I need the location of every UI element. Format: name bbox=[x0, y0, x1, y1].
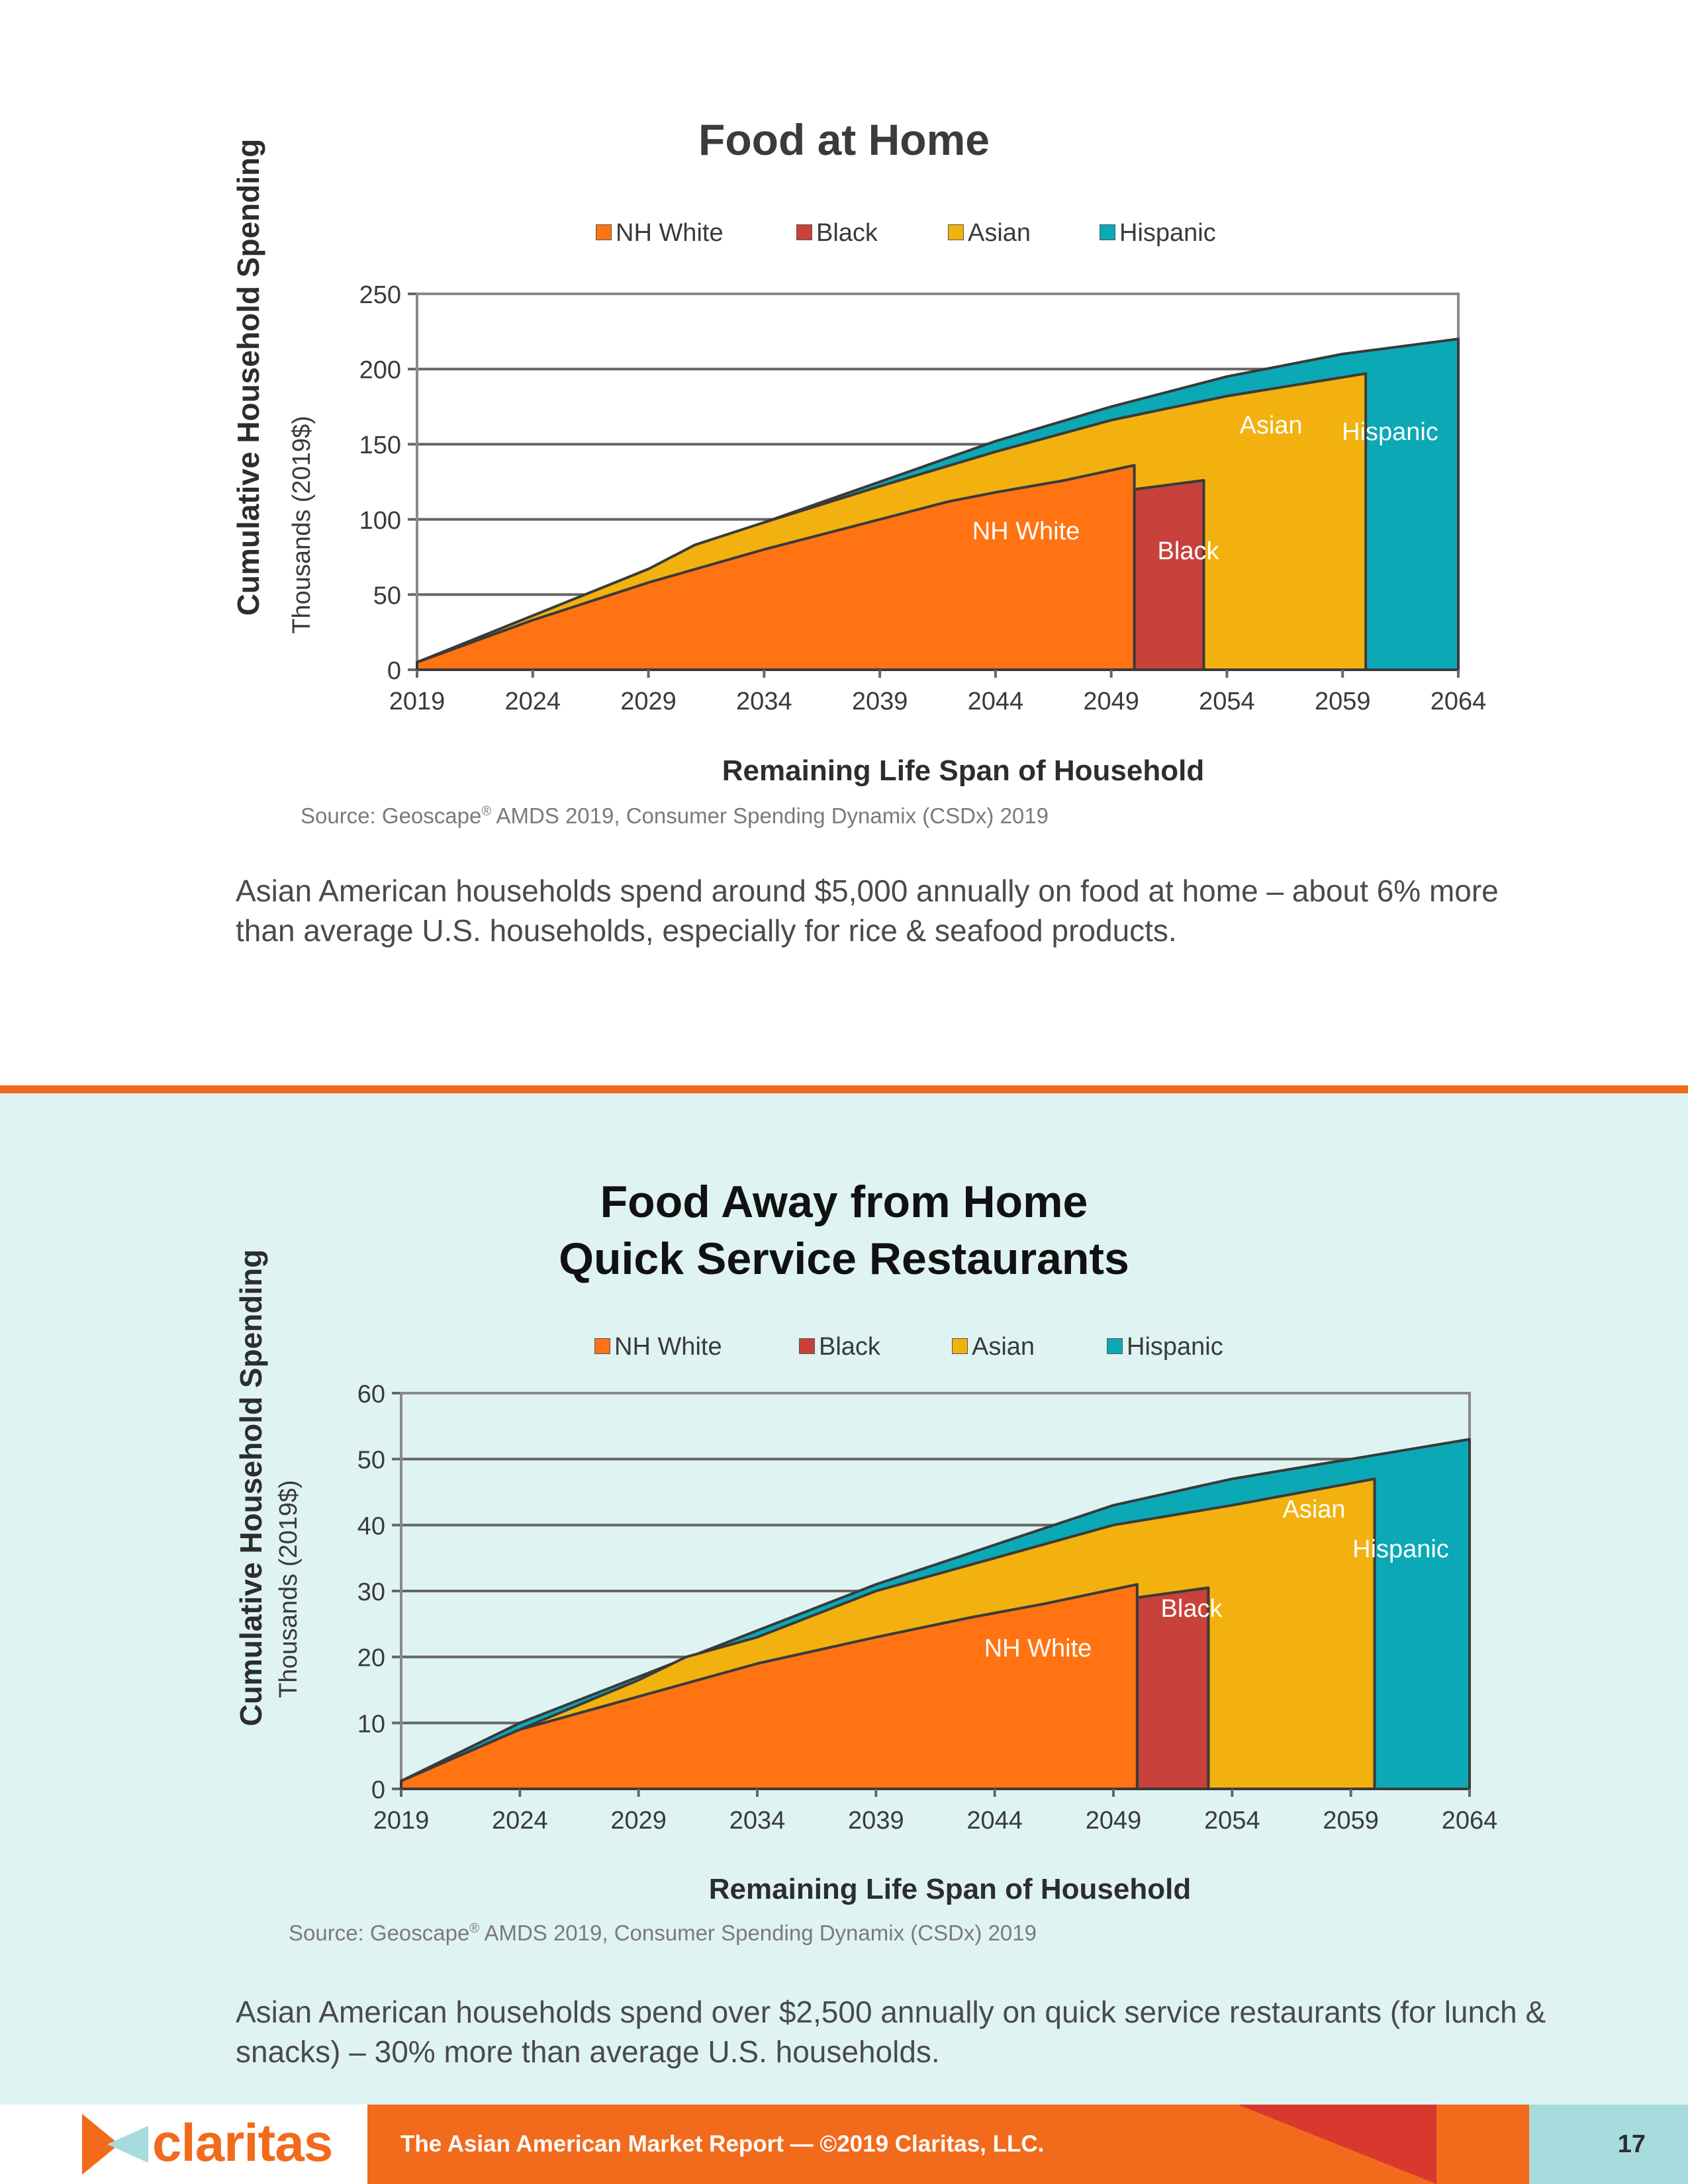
source-text-rest: AMDS 2019, Consumer Spending Dynamix (CS… bbox=[491, 803, 1049, 828]
y-tick-label-30: 30 bbox=[357, 1578, 385, 1606]
chart2-legend-nh-white: NH White bbox=[594, 1327, 722, 1367]
x-tick-label-2049: 2049 bbox=[1083, 688, 1139, 715]
legend-swatch bbox=[796, 224, 812, 240]
x-tick-label-2064: 2064 bbox=[1442, 1807, 1498, 1835]
chart1-legend: NH White Black Asian Hispanic bbox=[0, 213, 1688, 253]
x-tick-label-2054: 2054 bbox=[1204, 1807, 1260, 1835]
claritas-logo-icon bbox=[82, 2114, 148, 2175]
legend-label: Hispanic bbox=[1127, 1333, 1223, 1361]
x-tick-label-2019: 2019 bbox=[389, 688, 445, 715]
legend-label: NH White bbox=[614, 1333, 722, 1361]
chart1-legend-nh-white: NH White bbox=[596, 213, 724, 253]
y-tick-label-60: 60 bbox=[357, 1381, 385, 1408]
section-divider bbox=[0, 1085, 1688, 1093]
legend-swatch bbox=[799, 1338, 815, 1354]
footer-teal-shape bbox=[1529, 2105, 1688, 2184]
footer-band bbox=[367, 2105, 1688, 2184]
x-tick-label-2019: 2019 bbox=[373, 1807, 430, 1835]
x-tick-label-2034: 2034 bbox=[729, 1807, 786, 1835]
chart2-source: Source: Geoscape® AMDS 2019, Consumer Sp… bbox=[289, 1921, 1037, 1946]
chart1-plot: 0 50 100 150 200 250 2019 2024 2029 2034 2039 2044 2… bbox=[359, 281, 1487, 715]
area-nh_white bbox=[400, 1583, 1139, 1790]
legend-label: Asian bbox=[972, 1333, 1035, 1361]
legend-swatch bbox=[1100, 224, 1115, 240]
chart1-title: Food at Home bbox=[698, 115, 990, 164]
chart1-legend-hispanic: Hispanic bbox=[1100, 213, 1216, 253]
source-text: Source: Geoscape bbox=[289, 1921, 470, 1945]
y-tick-label-40: 40 bbox=[357, 1512, 385, 1540]
legend-swatch bbox=[596, 224, 612, 240]
x-tick-label-2039: 2039 bbox=[848, 1807, 904, 1835]
x-tick-label-2029: 2029 bbox=[620, 688, 677, 715]
chart2-summary: Asian American households spend over $2,… bbox=[236, 1995, 1546, 2069]
legend-label: NH White bbox=[616, 219, 724, 247]
x-tick-label-2034: 2034 bbox=[736, 688, 792, 715]
legend-swatch bbox=[952, 1338, 968, 1354]
chart2-legend: NH White Black Asian Hispanic bbox=[0, 1327, 1688, 1367]
registered-mark: ® bbox=[469, 1921, 480, 1936]
chart1-source: Source: Geoscape® AMDS 2019, Consumer Sp… bbox=[301, 803, 1049, 829]
chart1-legend-asian: Asian bbox=[948, 213, 1031, 253]
legend-label: Asian bbox=[968, 219, 1031, 247]
legend-label: Hispanic bbox=[1119, 219, 1216, 247]
y-tick-label-200: 200 bbox=[359, 357, 401, 385]
brand-wordmark: claritas bbox=[152, 2113, 333, 2172]
y-tick-label-0: 0 bbox=[387, 657, 401, 685]
chart1-summary: Asian American households spend around $… bbox=[236, 874, 1499, 948]
x-tick-label-2029: 2029 bbox=[610, 1807, 667, 1835]
x-tick-label-2044: 2044 bbox=[968, 688, 1024, 715]
y-tick-label-20: 20 bbox=[357, 1645, 385, 1672]
y-tick-label-250: 250 bbox=[359, 281, 401, 309]
legend-swatch bbox=[1107, 1338, 1123, 1354]
x-tick-label-2064: 2064 bbox=[1430, 688, 1487, 715]
series-label-hispanic: Hispanic bbox=[1342, 418, 1438, 446]
chart2-title-line2: Quick Service Restaurants bbox=[559, 1234, 1129, 1284]
series-label-hispanic: Hispanic bbox=[1352, 1535, 1449, 1563]
y-tick-label-10: 10 bbox=[357, 1710, 385, 1738]
page-number: 17 bbox=[1617, 2130, 1646, 2158]
chart2-legend-hispanic: Hispanic bbox=[1107, 1327, 1223, 1367]
x-tick-label-2049: 2049 bbox=[1086, 1807, 1142, 1835]
y-tick-label-100: 100 bbox=[359, 507, 401, 535]
x-tick-label-2044: 2044 bbox=[966, 1807, 1023, 1835]
footer-copyright: The Asian American Market Report — ©2019… bbox=[400, 2131, 1045, 2157]
area-nh_white bbox=[416, 464, 1136, 671]
x-tick-label-2059: 2059 bbox=[1323, 1807, 1379, 1835]
x-tick-label-2024: 2024 bbox=[492, 1807, 548, 1835]
series-label-asian: Asian bbox=[1282, 1496, 1345, 1524]
series-label-black: Black bbox=[1161, 1595, 1223, 1623]
footer-red-shape bbox=[1238, 2105, 1436, 2184]
chart1-legend-black: Black bbox=[796, 213, 878, 253]
y-tick-label-50: 50 bbox=[373, 582, 401, 610]
x-tick-label-2039: 2039 bbox=[852, 688, 908, 715]
registered-mark: ® bbox=[481, 804, 492, 819]
x-tick-label-2054: 2054 bbox=[1199, 688, 1255, 715]
legend-swatch bbox=[594, 1338, 610, 1354]
chart2-title-line1: Food Away from Home bbox=[600, 1177, 1088, 1227]
source-text: Source: Geoscape bbox=[301, 803, 482, 828]
legend-label: Black bbox=[819, 1333, 880, 1361]
chart2-legend-black: Black bbox=[799, 1327, 880, 1367]
x-tick-label-2059: 2059 bbox=[1315, 688, 1371, 715]
series-label-asian: Asian bbox=[1239, 412, 1302, 439]
legend-swatch bbox=[948, 224, 964, 240]
chart2-legend-asian: Asian bbox=[952, 1327, 1035, 1367]
chart2-x-axis-title: Remaining Life Span of Household bbox=[708, 1873, 1192, 1905]
series-label-nh_white: NH White bbox=[972, 518, 1080, 545]
y-tick-label-50: 50 bbox=[357, 1447, 385, 1475]
source-text-rest: AMDS 2019, Consumer Spending Dynamix (CS… bbox=[479, 1921, 1037, 1945]
series-label-black: Black bbox=[1158, 537, 1220, 565]
y-tick-label-150: 150 bbox=[359, 432, 401, 459]
chart1-x-axis-title: Remaining Life Span of Household bbox=[722, 754, 1205, 787]
x-tick-label-2024: 2024 bbox=[505, 688, 561, 715]
series-label-nh_white: NH White bbox=[984, 1635, 1092, 1662]
chart2-plot: 0 10 20 30 40 50 60 2019 2024 2029 2034 2039 2044 204… bbox=[357, 1381, 1498, 1835]
page-footer: claritas The Asian American Market Repor… bbox=[0, 2105, 1688, 2184]
y-tick-label-0: 0 bbox=[371, 1776, 385, 1804]
legend-label: Black bbox=[816, 219, 878, 247]
